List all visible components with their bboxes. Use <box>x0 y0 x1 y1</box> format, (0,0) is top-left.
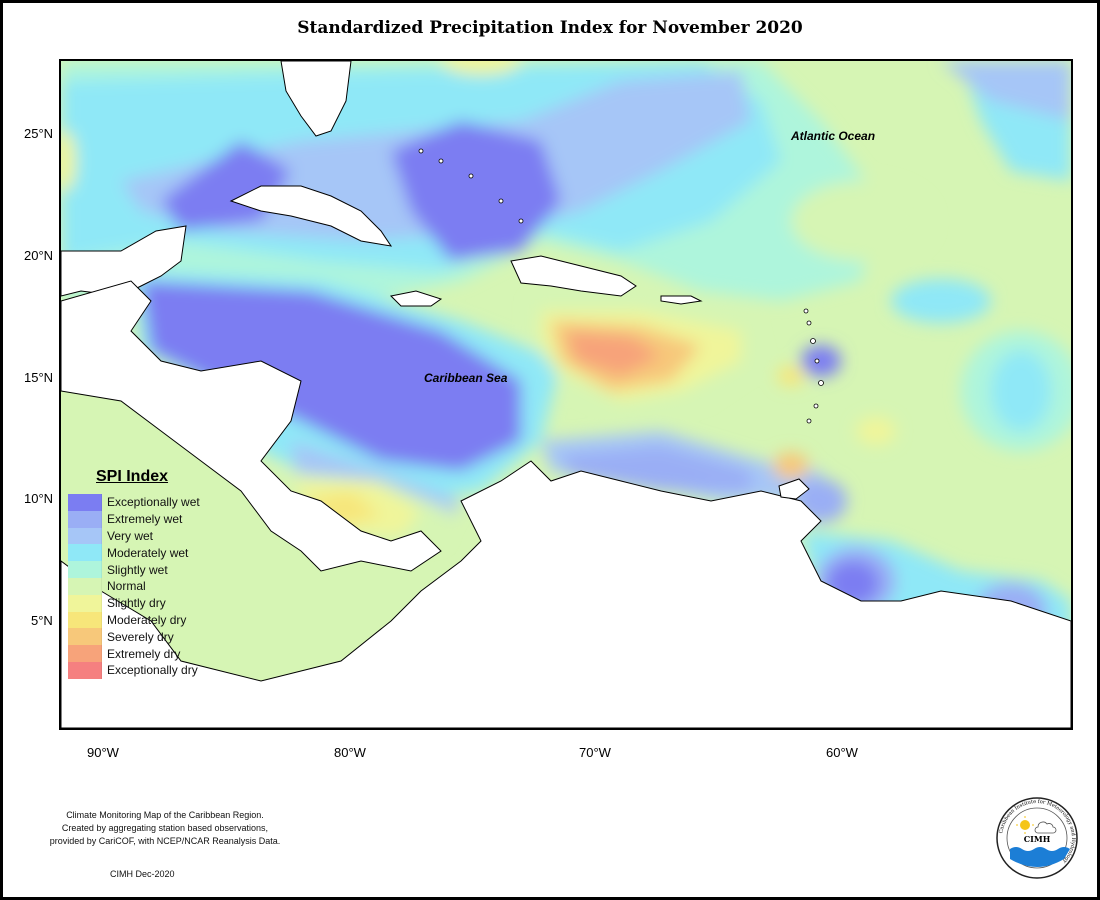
cimh-logo: CIMH Caribbean Institute for Meteorology… <box>996 797 1078 879</box>
legend-swatch <box>68 577 102 595</box>
legend-item: Exceptionally dry <box>68 661 200 679</box>
legend-item: Moderately dry <box>68 611 200 629</box>
legend-item: Slightly wet <box>68 561 200 578</box>
legend-item: Extremely dry <box>68 645 200 662</box>
lon-label: 80°W <box>334 745 366 760</box>
legend-swatch <box>68 510 102 528</box>
legend-label: Moderately wet <box>107 545 189 560</box>
legend-label: Moderately dry <box>107 612 187 627</box>
spi-legend: SPI Index Exceptionally wet Extremely wet… <box>68 468 200 679</box>
legend-label: Normal <box>107 579 146 594</box>
legend-item: Exceptionally wet <box>68 494 200 511</box>
legend-item: Severely dry <box>68 628 200 646</box>
legend-label: Exceptionally wet <box>107 495 200 510</box>
spi-map: Atlantic Ocean Caribbean Sea <box>59 59 1073 730</box>
legend-swatch <box>68 645 102 662</box>
lat-label: 5°N <box>31 613 53 628</box>
legend-item: Normal <box>68 577 200 595</box>
footer-line: Created by aggregating station based obs… <box>61 823 269 833</box>
lat-label: 25°N <box>24 126 54 141</box>
legend-item: Moderately wet <box>68 544 200 562</box>
legend-swatch <box>68 628 102 646</box>
atlantic-ocean-label: Atlantic Ocean <box>791 129 876 143</box>
footer-date: CIMH Dec-2020 <box>110 869 175 879</box>
lat-label: 15°N <box>24 370 54 385</box>
legend-item: Slightly dry <box>68 594 200 612</box>
footer-line: Climate Monitoring Map of the Caribbean … <box>66 810 264 820</box>
legend-swatch <box>68 661 102 679</box>
legend-label: Very wet <box>107 528 154 543</box>
legend-swatch <box>68 494 102 511</box>
legend-rows: Exceptionally wet Extremely wet Very wet Mo… <box>68 494 200 679</box>
map-title: Standardized Precipitation Index for Nov… <box>297 18 803 38</box>
legend-swatch <box>68 611 102 629</box>
lon-label: 90°W <box>87 745 119 760</box>
legend-label: Severely dry <box>107 629 174 644</box>
spi-map-graphic <box>61 61 1071 728</box>
lon-label: 70°W <box>579 745 611 760</box>
footer-note: Climate Monitoring Map of the Caribbean … <box>30 809 300 848</box>
caribbean-sea-label: Caribbean Sea <box>424 371 508 385</box>
legend-label: Slightly dry <box>107 596 166 611</box>
legend-title: SPI Index <box>96 468 169 485</box>
legend-swatch <box>68 544 102 562</box>
logo-acronym: CIMH <box>1024 834 1051 844</box>
legend-swatch <box>68 594 102 612</box>
legend-label: Extremely dry <box>107 646 181 661</box>
lon-label: 60°W <box>826 745 858 760</box>
footer-line: provided by CariCOF, with NCEP/NCAR Rean… <box>49 836 281 846</box>
legend-label: Extremely wet <box>107 512 183 527</box>
lat-label: 20°N <box>24 248 54 263</box>
legend-swatch <box>68 561 102 578</box>
legend-label: Slightly wet <box>107 562 168 577</box>
lat-label: 10°N <box>24 491 54 506</box>
legend-label: Exceptionally dry <box>107 663 198 678</box>
legend-swatch <box>68 527 102 545</box>
legend-item: Extremely wet <box>68 510 200 528</box>
legend-item: Very wet <box>68 527 200 545</box>
